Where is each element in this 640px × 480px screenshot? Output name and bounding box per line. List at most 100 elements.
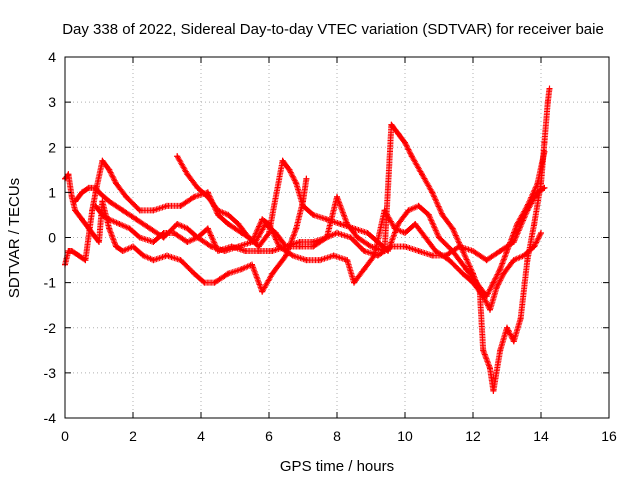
data-point xyxy=(415,248,422,254)
data-point xyxy=(538,180,544,187)
data-point xyxy=(79,189,85,196)
chart-title: Day 338 of 2022, Sidereal Day-to-day VTE… xyxy=(62,21,604,38)
data-point xyxy=(225,270,232,277)
data-point xyxy=(79,216,85,223)
data-point xyxy=(538,230,544,236)
y-tick-label: 0 xyxy=(48,230,56,246)
data-point xyxy=(106,166,113,173)
data-point xyxy=(174,221,181,227)
data-point xyxy=(300,202,306,209)
data-point xyxy=(425,211,432,218)
data-point xyxy=(228,243,235,250)
data-point xyxy=(449,248,456,254)
x-tick-label: 2 xyxy=(129,428,137,444)
ticks xyxy=(64,56,610,419)
data-point xyxy=(354,234,361,241)
data-point xyxy=(269,270,276,277)
data-point xyxy=(361,266,368,273)
data-point xyxy=(225,211,232,218)
x-tick-label: 14 xyxy=(533,428,549,444)
data-point xyxy=(215,248,221,254)
data-point xyxy=(201,279,208,286)
data-point xyxy=(164,202,170,209)
data-point xyxy=(266,230,272,236)
y-tick-label: 3 xyxy=(48,94,56,110)
data-point xyxy=(106,216,113,223)
data-point xyxy=(470,248,476,254)
data-point xyxy=(368,243,374,250)
data-point xyxy=(432,248,439,254)
data-point xyxy=(68,193,75,200)
data-point xyxy=(470,270,476,277)
data-point xyxy=(279,157,286,164)
data-point xyxy=(99,211,106,218)
data-point xyxy=(395,130,402,137)
data-point xyxy=(493,284,500,291)
data-point xyxy=(130,243,136,250)
y-tick-label: 2 xyxy=(48,139,56,155)
data-point xyxy=(487,365,493,372)
data-point xyxy=(504,324,510,331)
data-point xyxy=(242,248,249,254)
data-point xyxy=(75,252,82,259)
x-tick-label: 8 xyxy=(333,428,341,444)
data-point xyxy=(490,279,497,286)
data-point xyxy=(211,279,218,286)
data-point xyxy=(429,252,436,259)
data-point xyxy=(361,248,368,254)
data-point xyxy=(245,234,252,241)
data-series xyxy=(62,85,553,394)
data-point xyxy=(296,243,303,250)
data-point xyxy=(371,252,378,259)
data-point xyxy=(497,266,504,273)
data-point xyxy=(204,225,211,232)
data-point xyxy=(150,239,157,245)
series-4 xyxy=(174,148,548,300)
data-point xyxy=(351,279,357,286)
data-point xyxy=(347,234,354,241)
data-point xyxy=(402,230,408,236)
data-point xyxy=(500,270,507,277)
y-tick-label: -2 xyxy=(44,320,57,336)
data-point xyxy=(99,198,106,205)
data-point xyxy=(504,248,510,254)
data-point xyxy=(483,293,490,300)
data-point xyxy=(184,225,191,232)
data-point xyxy=(85,184,92,191)
data-point xyxy=(191,270,198,277)
data-point xyxy=(119,248,126,254)
data-point xyxy=(99,157,106,164)
data-point xyxy=(439,211,446,218)
data-point xyxy=(446,257,453,264)
data-point xyxy=(96,189,102,196)
data-point xyxy=(184,171,191,178)
data-point xyxy=(310,211,317,218)
data-point xyxy=(106,198,113,205)
data-point xyxy=(531,221,538,227)
data-point xyxy=(303,257,310,264)
data-point xyxy=(334,193,340,200)
x-tick-label: 6 xyxy=(265,428,273,444)
data-point xyxy=(330,252,337,259)
data-point xyxy=(177,257,184,264)
data-point xyxy=(133,216,140,223)
data-point xyxy=(524,257,531,264)
data-point xyxy=(344,257,351,264)
data-point xyxy=(269,248,276,254)
data-point xyxy=(238,266,245,273)
data-point xyxy=(381,248,388,254)
data-point xyxy=(374,239,381,245)
data-point xyxy=(164,252,170,259)
data-point xyxy=(449,225,456,232)
data-point xyxy=(191,193,198,200)
y-axis-label: SDTVAR / TECUs xyxy=(6,178,23,298)
data-point xyxy=(235,221,242,227)
data-point xyxy=(65,171,72,178)
data-point xyxy=(170,230,177,236)
data-point xyxy=(89,207,96,214)
data-point xyxy=(303,175,310,182)
data-point xyxy=(283,252,289,259)
data-point xyxy=(422,234,429,241)
data-point xyxy=(174,153,181,160)
